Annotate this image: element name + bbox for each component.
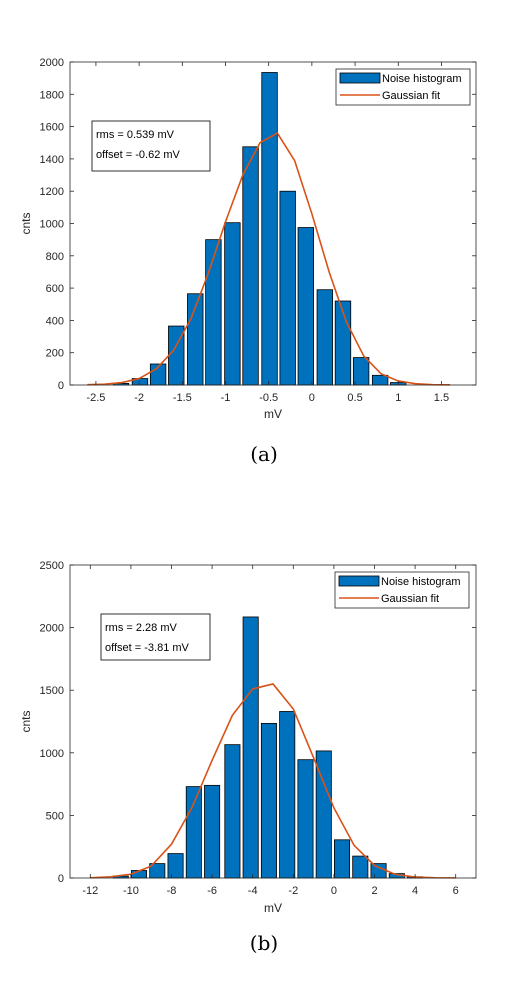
y-tick-label: 400 — [46, 315, 64, 327]
chart-panel-a: -2.5 -2 -1.5 -1 -0.5 0 0.5 1 1.5 0 200 400 600 800 100… — [19, 57, 477, 466]
x-tick-label: -1.5 — [173, 392, 192, 404]
y-tick-label: 800 — [46, 251, 64, 263]
x-tick-label: -0.5 — [259, 392, 278, 404]
x-tick-label: 2 — [371, 885, 377, 897]
x-tick-label: 1 — [395, 392, 401, 404]
histogram-bar — [297, 759, 314, 879]
y-tick-label: 1400 — [40, 154, 64, 166]
y-tick-label: 1000 — [40, 748, 64, 760]
histogram-bar — [242, 616, 259, 879]
annotation-box — [91, 120, 211, 172]
y-tick-label: 1800 — [40, 89, 64, 101]
x-tick-label: 0 — [309, 392, 315, 404]
histogram-bar — [352, 855, 369, 879]
chart-panel-b: -12 -10 -8 -6 -4 -2 0 2 4 6 0 500 1000 1500 2000 2500 mV… — [0, 498, 528, 996]
y-axis-label: cnts — [19, 710, 33, 732]
y-tick-label: 500 — [46, 810, 64, 822]
legend-label-histogram: Noise histogram — [381, 576, 460, 588]
histogram-bar — [279, 190, 296, 386]
histogram-bar — [224, 744, 241, 879]
x-tick-label: -2 — [288, 885, 298, 897]
annotation-box — [100, 613, 211, 661]
legend-swatch-histogram — [339, 72, 381, 84]
histogram-bar — [242, 146, 259, 386]
y-axis-label: cnts — [19, 212, 33, 234]
y-tick-label: 200 — [46, 348, 64, 360]
histogram-chart-b: -12 -10 -8 -6 -4 -2 0 2 4 6 0 500 1000 1500 2000 2500 mV… — [19, 560, 477, 915]
y-tick-label: 1000 — [40, 219, 64, 231]
annotation-offset: offset = -3.81 mV — [105, 642, 190, 654]
y-tick-label: 0 — [58, 873, 64, 885]
histogram-bar — [204, 784, 221, 879]
histogram-bar — [185, 786, 202, 879]
y-tick-label: 2000 — [40, 623, 64, 635]
y-tick-label: 1600 — [40, 122, 64, 134]
x-tick-label: 0.5 — [347, 392, 362, 404]
y-tick-label: 1500 — [40, 685, 64, 697]
annotation-rms: rms = 2.28 mV — [105, 622, 177, 634]
y-tick-label: 2500 — [40, 560, 64, 572]
x-tick-label: -10 — [123, 885, 139, 897]
histogram-bar — [224, 222, 241, 386]
histogram-bar — [167, 853, 184, 879]
histogram-bar — [261, 72, 278, 386]
legend-label-histogram: Noise histogram — [382, 73, 461, 85]
x-tick-label: 6 — [453, 885, 459, 897]
x-tick-label: -1 — [221, 392, 231, 404]
legend-label-fit: Gaussian fit — [381, 593, 439, 605]
legend-swatch-histogram — [338, 575, 380, 587]
caption-b: (b) — [249, 931, 279, 955]
annotation-rms: rms = 0.539 mV — [96, 129, 175, 141]
legend-label-fit: Gaussian fit — [382, 90, 440, 102]
y-tick-label: 1200 — [40, 186, 64, 198]
histogram-bar — [352, 357, 370, 386]
histogram-chart-a: -2.5 -2 -1.5 -1 -0.5 0 0.5 1 1.5 0 200 400 600 800 100… — [19, 57, 477, 421]
histogram-bar — [260, 722, 277, 879]
histogram-bar — [334, 839, 351, 879]
histogram-bar — [316, 289, 334, 386]
x-axis-label: mV — [264, 901, 282, 915]
x-tick-label: -4 — [248, 885, 258, 897]
axes-box — [69, 564, 477, 879]
histogram-bar — [205, 239, 222, 386]
x-tick-label: 1.5 — [434, 392, 449, 404]
gaussian-fit-line — [90, 683, 456, 879]
gaussian-fit-line — [87, 132, 451, 386]
histogram-bar — [370, 863, 387, 879]
x-tick-label: -2.5 — [86, 392, 105, 404]
x-tick-label: 4 — [412, 885, 418, 897]
histogram-bar — [297, 227, 314, 386]
x-tick-label: -2 — [134, 392, 144, 404]
x-axis-label: mV — [264, 407, 282, 421]
y-tick-label: 600 — [46, 283, 64, 295]
x-tick-label: -8 — [167, 885, 177, 897]
y-tick-label: 2000 — [40, 57, 64, 69]
caption-a: (a) — [250, 442, 278, 466]
histogram-bar — [279, 711, 296, 879]
annotation-offset: offset = -0.62 mV — [96, 149, 181, 161]
x-tick-label: -12 — [82, 885, 98, 897]
y-tick-label: 0 — [58, 380, 64, 392]
x-tick-label: -6 — [207, 885, 217, 897]
x-tick-label: 0 — [331, 885, 337, 897]
histogram-bar — [371, 374, 389, 386]
